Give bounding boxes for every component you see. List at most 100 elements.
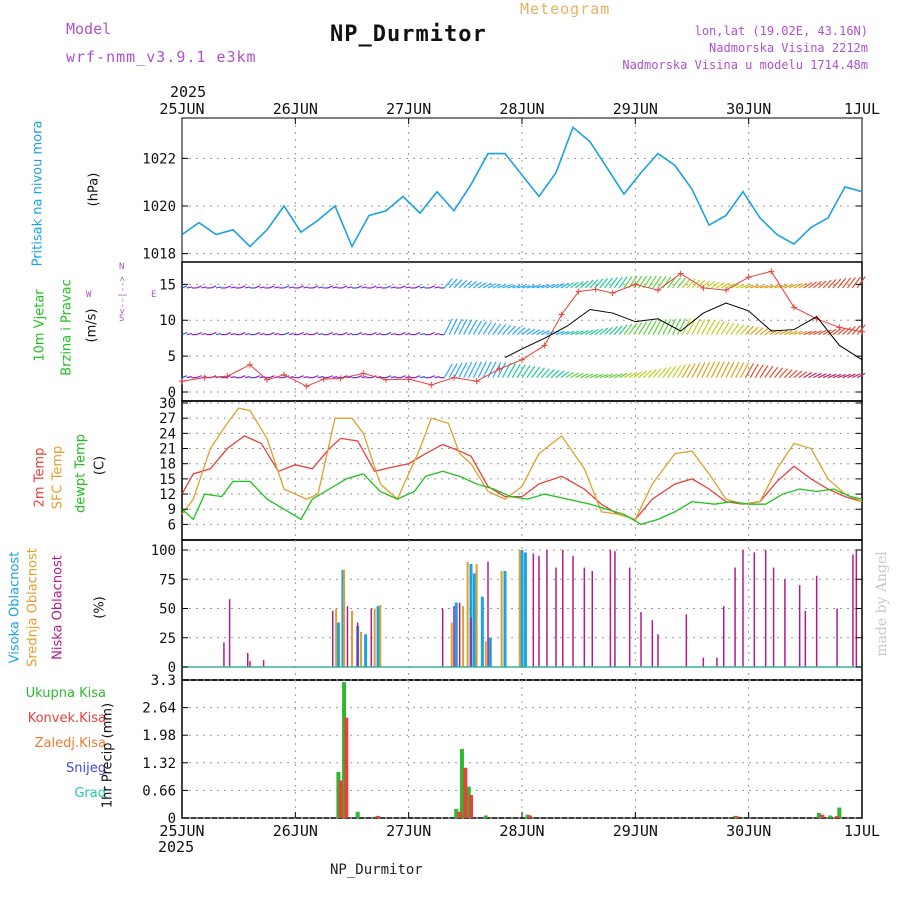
wind-barb [599, 278, 609, 289]
wind-barb [210, 285, 217, 289]
wind-barb [448, 363, 458, 378]
wind-barb [628, 322, 638, 335]
wind-barb [371, 332, 377, 336]
wind-barb [477, 321, 487, 335]
wind-barb [181, 375, 188, 379]
model-value: wrf-nmm_v3.9.1 e3km [66, 48, 257, 66]
wind-barb [851, 276, 861, 289]
y-tick-label: 15 [159, 277, 176, 293]
wind-barb [808, 281, 817, 289]
wind-barb [390, 286, 396, 289]
wind-barb [604, 277, 614, 289]
wind-speed-point [791, 304, 797, 311]
wind-barb [516, 364, 526, 378]
wind-speed-point [859, 328, 865, 335]
wind-barb [715, 361, 725, 378]
wind-barb [706, 281, 715, 289]
wind-barb [414, 285, 421, 289]
wind-barb [453, 318, 463, 335]
wind-barb [604, 326, 613, 336]
wind-barb [419, 286, 426, 289]
wind-barb [764, 284, 774, 289]
wind-speed-point [655, 287, 661, 294]
wind-barb [405, 332, 411, 336]
wind-barb [356, 332, 363, 336]
wind-barb [361, 286, 367, 289]
wind-speed-point [609, 289, 616, 296]
precip-legend-frozen: Zaledj.Kisa [34, 736, 106, 751]
wind-barb [774, 329, 783, 336]
wind-barb [254, 285, 261, 289]
wind-barb [778, 368, 788, 379]
wind-barb [720, 282, 730, 289]
wind-barb [852, 373, 861, 379]
wind-barb [468, 319, 478, 335]
wind-barb [472, 361, 482, 378]
wind-barb [269, 375, 275, 379]
wind-barb [827, 328, 837, 336]
wind-speed-point [558, 311, 565, 318]
wind-barb [681, 278, 691, 289]
wind-speed-point [201, 374, 208, 381]
wind-speed-point [768, 268, 775, 275]
wind-barb [856, 276, 866, 289]
wind-barb [681, 363, 691, 378]
wind-barb [676, 318, 686, 335]
precip-legend-snow: Snijeg [66, 761, 106, 776]
wind-barb [672, 277, 682, 289]
y-tick-label: 15 [159, 472, 176, 488]
wind-barb [400, 375, 406, 379]
wind-barb [274, 332, 280, 336]
meteogram-label: Meteogram [520, 0, 611, 18]
pressure-title: Pritisak na nivou mora [30, 120, 46, 267]
wind-barb [832, 278, 842, 289]
wind-barb [715, 321, 725, 335]
wind-barb [715, 282, 725, 289]
pressure-line [181, 126, 863, 249]
wind-barb [808, 372, 817, 379]
wind-barb [546, 330, 555, 336]
wind-barb [570, 372, 579, 379]
watermark: made by Angel [874, 551, 890, 657]
cloud-title-low: Niska Oblacnost [50, 555, 66, 660]
wind-speed-point [281, 371, 287, 378]
y-tick-label: 1.32 [142, 756, 176, 772]
time-tick-label-bottom: 1JUL [844, 822, 880, 840]
wind-speed-point [745, 274, 752, 281]
wind-barb [414, 375, 421, 379]
wind-barb [730, 361, 740, 378]
year-label-top: 2025 [170, 83, 207, 101]
y-tick-label: 1022 [142, 151, 176, 167]
wind-barb [599, 373, 608, 379]
wind-barb [482, 321, 492, 335]
wind-barb [706, 361, 716, 378]
wind-barb [546, 284, 555, 289]
wind-barb [298, 332, 304, 336]
wind-barb [181, 332, 188, 336]
wind-barb [254, 332, 261, 336]
wind-barb [798, 282, 808, 289]
wind-barb [429, 375, 435, 379]
wind-barb [701, 319, 711, 335]
wind-barb [453, 279, 463, 289]
wind-barb [725, 322, 735, 335]
wind-barb [725, 361, 735, 378]
wind-barb [327, 375, 333, 379]
wind-barb [623, 323, 633, 335]
y-tick-label: 30 [159, 396, 176, 412]
wind-barb [647, 320, 657, 335]
wind-barb [759, 284, 769, 289]
wind-barb [458, 279, 468, 289]
wind-barb [818, 329, 827, 336]
wind-barb [434, 286, 440, 289]
wind-speed-point [405, 376, 412, 383]
wind-barb [497, 284, 506, 289]
wind-barb [652, 368, 662, 379]
wind-barb [434, 332, 440, 336]
precip-conv-bar [820, 814, 825, 818]
wind-barb [443, 363, 453, 378]
precip-legend-grad: Grad [74, 786, 106, 801]
panel-frame [181, 261, 863, 402]
wind-barb [565, 282, 575, 289]
wind-barb [317, 376, 324, 379]
